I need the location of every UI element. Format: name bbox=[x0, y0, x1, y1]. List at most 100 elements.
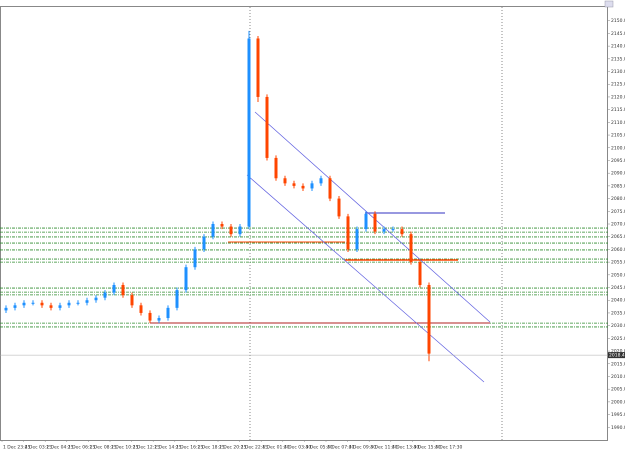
channel-line bbox=[254, 111, 491, 323]
y-tick-label: 2075.00 bbox=[611, 209, 625, 215]
candle-body bbox=[283, 178, 287, 184]
candle-body bbox=[364, 213, 368, 230]
x-tick-label: 2 Dec 12:15 bbox=[133, 445, 161, 451]
x-tick-label: 4 Dec 17:30 bbox=[435, 445, 463, 451]
candle-body bbox=[121, 284, 125, 296]
candle-body bbox=[247, 38, 251, 227]
x-tick-label: 2 Dec 10:15 bbox=[111, 445, 139, 451]
x-tick-label: 2 Dec 20:15 bbox=[219, 445, 247, 451]
x-tick-label: 2 Dec 03:15 bbox=[25, 445, 53, 451]
candle-body bbox=[301, 185, 305, 189]
y-tick-label: 2120.00 bbox=[611, 94, 625, 100]
candle-body bbox=[418, 262, 422, 285]
y-tick-label: 2145.00 bbox=[611, 31, 625, 37]
y-tick-label: 2015.00 bbox=[611, 361, 625, 367]
candle-body bbox=[112, 284, 116, 293]
y-tick-label: 2065.00 bbox=[611, 234, 625, 240]
candle-body bbox=[319, 178, 323, 184]
x-tick-label: 2 Dec 08:15 bbox=[89, 445, 117, 451]
y-tick-label: 2080.00 bbox=[611, 196, 625, 202]
y-tick-label: 2125.00 bbox=[611, 82, 625, 88]
y-tick-label: 2040.00 bbox=[611, 298, 625, 304]
candle-body bbox=[256, 38, 260, 97]
y-tick-label: 2030.00 bbox=[611, 323, 625, 329]
candle-body bbox=[76, 302, 80, 304]
x-tick-label: 1 Dec 23:45 bbox=[3, 445, 31, 451]
candle-body bbox=[94, 297, 98, 301]
x-tick-label: 4 Dec 05:30 bbox=[305, 445, 333, 451]
candle-body bbox=[400, 229, 404, 235]
y-tick-label: 2135.00 bbox=[611, 56, 625, 62]
y-tick-label: 2130.00 bbox=[611, 69, 625, 75]
x-tick-label: 2 Dec 16:15 bbox=[176, 445, 204, 451]
candle-body bbox=[229, 226, 233, 235]
current-price-box bbox=[608, 352, 625, 359]
current-price-label: 2018.40 bbox=[609, 353, 625, 359]
y-tick-label: 2090.00 bbox=[611, 171, 625, 177]
y-tick-label: 2000.00 bbox=[611, 399, 625, 405]
candle-body bbox=[427, 284, 431, 354]
candle-body bbox=[175, 290, 179, 308]
candle-body bbox=[193, 249, 197, 268]
y-tick-label: 2115.00 bbox=[611, 107, 625, 113]
candle-body bbox=[265, 96, 269, 158]
candle-body bbox=[238, 226, 242, 235]
candle-body bbox=[13, 305, 17, 308]
y-tick-label: 2110.00 bbox=[611, 120, 625, 126]
x-tick-label: 2 Dec 06:15 bbox=[68, 445, 96, 451]
y-tick-label: 2020.00 bbox=[611, 349, 625, 355]
y-tick-label: 2100.00 bbox=[611, 145, 625, 151]
plot-frame bbox=[0, 6, 608, 441]
x-tick-label: 4 Dec 01:30 bbox=[262, 445, 290, 451]
candle-body bbox=[391, 229, 395, 231]
candle-body bbox=[409, 234, 413, 263]
candle-body bbox=[22, 302, 26, 306]
channel-line bbox=[246, 174, 485, 383]
candle-body bbox=[220, 224, 224, 227]
x-tick-label: 4 Dec 09:30 bbox=[349, 445, 377, 451]
candle-body bbox=[85, 300, 89, 303]
x-tick-label: 4 Dec 07:30 bbox=[327, 445, 355, 451]
x-tick-label: 2 Dec 14:15 bbox=[154, 445, 182, 451]
y-tick-label: 2025.00 bbox=[611, 336, 625, 342]
candle-body bbox=[292, 183, 296, 186]
toolbar-icon[interactable] bbox=[604, 0, 614, 8]
candle-body bbox=[103, 292, 107, 298]
y-tick-label: 2010.00 bbox=[611, 374, 625, 380]
y-tick-label: 2140.00 bbox=[611, 44, 625, 50]
candle-body bbox=[130, 295, 134, 306]
candle-body bbox=[382, 229, 386, 232]
y-tick-label: 2050.00 bbox=[611, 272, 625, 278]
candle-body bbox=[310, 183, 314, 189]
y-tick-label: 2035.00 bbox=[611, 310, 625, 316]
y-tick-label: 2150.00 bbox=[611, 18, 625, 24]
x-tick-label: 4 Dec 15:30 bbox=[413, 445, 441, 451]
candle-body bbox=[202, 236, 206, 250]
candle-body bbox=[49, 305, 53, 308]
y-tick-label: 2045.00 bbox=[611, 285, 625, 291]
y-tick-label: 2005.00 bbox=[611, 387, 625, 393]
candle-body bbox=[157, 318, 161, 321]
y-tick-label: 1990.00 bbox=[611, 425, 625, 431]
x-tick-label: 2 Dec 18:15 bbox=[197, 445, 225, 451]
x-tick-label: 4 Dec 11:30 bbox=[370, 445, 398, 451]
candle-body bbox=[31, 302, 35, 304]
candle-body bbox=[274, 157, 278, 179]
candle-body bbox=[40, 302, 44, 306]
x-tick-label: 4 Dec 03:30 bbox=[284, 445, 312, 451]
y-tick-label: 2060.00 bbox=[611, 247, 625, 253]
candle-body bbox=[166, 307, 170, 319]
candle-body bbox=[139, 305, 143, 313]
candle-body bbox=[355, 229, 359, 250]
candle-body bbox=[373, 213, 377, 232]
y-tick-label: 2070.00 bbox=[611, 222, 625, 228]
y-tick-label: 1995.00 bbox=[611, 412, 625, 418]
candle-body bbox=[211, 224, 215, 237]
candle-body bbox=[67, 302, 71, 306]
y-tick-label: 2055.00 bbox=[611, 260, 625, 266]
candle-body bbox=[4, 307, 8, 311]
y-tick-label: 2095.00 bbox=[611, 158, 625, 164]
x-tick-label: 2 Dec 22:15 bbox=[241, 445, 269, 451]
